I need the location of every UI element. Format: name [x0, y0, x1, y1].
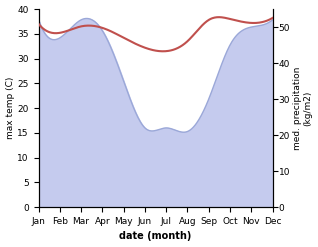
X-axis label: date (month): date (month) — [119, 231, 192, 242]
Y-axis label: med. precipitation
(kg/m2): med. precipitation (kg/m2) — [293, 66, 313, 150]
Y-axis label: max temp (C): max temp (C) — [5, 77, 15, 139]
